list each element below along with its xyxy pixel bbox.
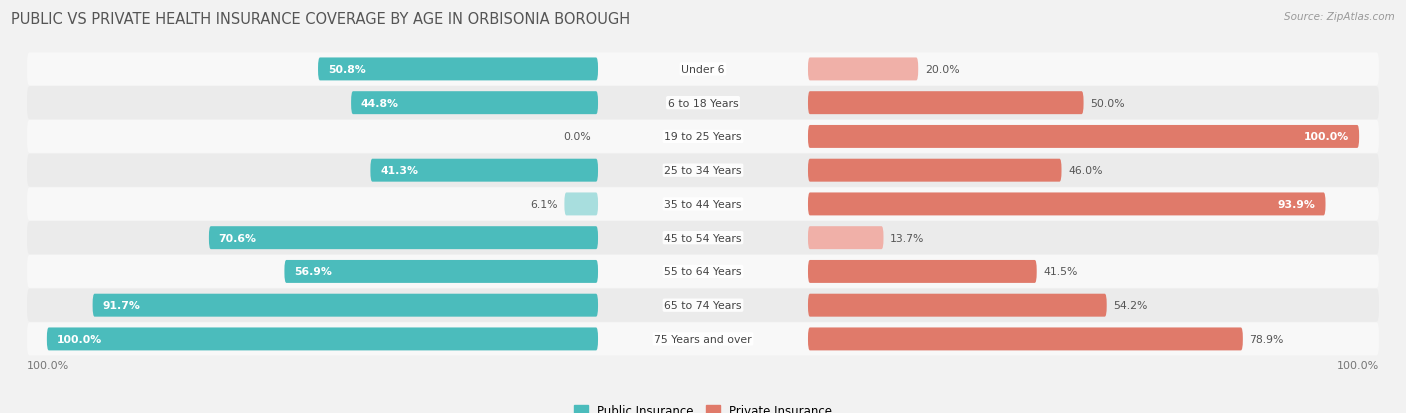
Text: 100.0%: 100.0% bbox=[27, 360, 69, 370]
FancyBboxPatch shape bbox=[808, 126, 1360, 149]
Text: 41.3%: 41.3% bbox=[380, 166, 418, 176]
Text: 75 Years and over: 75 Years and over bbox=[654, 334, 752, 344]
FancyBboxPatch shape bbox=[27, 87, 1379, 120]
Text: 50.8%: 50.8% bbox=[328, 65, 366, 75]
FancyBboxPatch shape bbox=[808, 58, 918, 81]
Text: 45 to 54 Years: 45 to 54 Years bbox=[664, 233, 742, 243]
Text: PUBLIC VS PRIVATE HEALTH INSURANCE COVERAGE BY AGE IN ORBISONIA BOROUGH: PUBLIC VS PRIVATE HEALTH INSURANCE COVER… bbox=[11, 12, 630, 27]
FancyBboxPatch shape bbox=[318, 58, 598, 81]
Text: 93.9%: 93.9% bbox=[1278, 199, 1316, 209]
FancyBboxPatch shape bbox=[46, 328, 598, 351]
FancyBboxPatch shape bbox=[352, 92, 598, 115]
Text: 65 to 74 Years: 65 to 74 Years bbox=[664, 300, 742, 311]
Text: 56.9%: 56.9% bbox=[294, 267, 332, 277]
FancyBboxPatch shape bbox=[808, 92, 1084, 115]
Text: 20.0%: 20.0% bbox=[925, 65, 959, 75]
Text: 6.1%: 6.1% bbox=[530, 199, 558, 209]
FancyBboxPatch shape bbox=[93, 294, 598, 317]
FancyBboxPatch shape bbox=[27, 53, 1379, 86]
Text: 13.7%: 13.7% bbox=[890, 233, 924, 243]
Text: 100.0%: 100.0% bbox=[1303, 132, 1350, 142]
Text: 100.0%: 100.0% bbox=[1337, 360, 1379, 370]
FancyBboxPatch shape bbox=[209, 227, 598, 249]
Text: 78.9%: 78.9% bbox=[1250, 334, 1284, 344]
FancyBboxPatch shape bbox=[808, 328, 1243, 351]
FancyBboxPatch shape bbox=[564, 193, 598, 216]
Text: 6 to 18 Years: 6 to 18 Years bbox=[668, 98, 738, 109]
Text: 91.7%: 91.7% bbox=[103, 300, 141, 311]
Text: 19 to 25 Years: 19 to 25 Years bbox=[664, 132, 742, 142]
FancyBboxPatch shape bbox=[27, 188, 1379, 221]
Text: 0.0%: 0.0% bbox=[564, 132, 592, 142]
FancyBboxPatch shape bbox=[370, 159, 598, 182]
FancyBboxPatch shape bbox=[27, 121, 1379, 154]
Text: 41.5%: 41.5% bbox=[1043, 267, 1077, 277]
Text: 35 to 44 Years: 35 to 44 Years bbox=[664, 199, 742, 209]
FancyBboxPatch shape bbox=[27, 154, 1379, 187]
Text: 44.8%: 44.8% bbox=[361, 98, 399, 109]
Text: 54.2%: 54.2% bbox=[1114, 300, 1147, 311]
Text: Source: ZipAtlas.com: Source: ZipAtlas.com bbox=[1284, 12, 1395, 22]
FancyBboxPatch shape bbox=[27, 289, 1379, 322]
Text: 50.0%: 50.0% bbox=[1090, 98, 1125, 109]
Text: 25 to 34 Years: 25 to 34 Years bbox=[664, 166, 742, 176]
FancyBboxPatch shape bbox=[808, 294, 1107, 317]
FancyBboxPatch shape bbox=[27, 255, 1379, 288]
Text: 46.0%: 46.0% bbox=[1069, 166, 1102, 176]
FancyBboxPatch shape bbox=[808, 159, 1062, 182]
FancyBboxPatch shape bbox=[808, 193, 1326, 216]
FancyBboxPatch shape bbox=[284, 260, 598, 283]
Legend: Public Insurance, Private Insurance: Public Insurance, Private Insurance bbox=[569, 399, 837, 413]
Text: 55 to 64 Years: 55 to 64 Years bbox=[664, 267, 742, 277]
FancyBboxPatch shape bbox=[27, 323, 1379, 356]
FancyBboxPatch shape bbox=[808, 260, 1036, 283]
Text: Under 6: Under 6 bbox=[682, 65, 724, 75]
FancyBboxPatch shape bbox=[27, 222, 1379, 254]
Text: 100.0%: 100.0% bbox=[56, 334, 103, 344]
FancyBboxPatch shape bbox=[808, 227, 883, 249]
Text: 70.6%: 70.6% bbox=[219, 233, 257, 243]
